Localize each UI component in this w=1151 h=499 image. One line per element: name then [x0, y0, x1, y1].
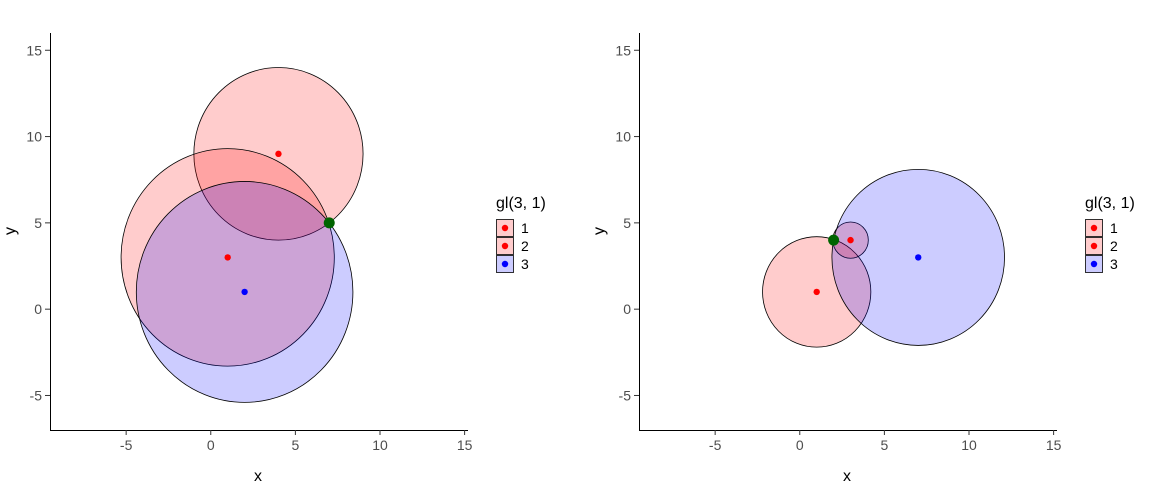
right-y-tick-label: -5	[619, 387, 632, 403]
right-legend-keys: 1 2 3	[1085, 219, 1118, 273]
right-panel: -5 0 5 10 15 -5 0 5 10 15 x y gl(3, 1) 1 2 3	[591, 33, 1135, 485]
left-legend-label-1: 1	[521, 220, 529, 236]
right-point-group-2	[847, 236, 854, 244]
right-legend-label-2: 2	[1110, 238, 1118, 254]
right-x-axis-title: x	[843, 468, 851, 485]
left-x-tick-label: 5	[291, 437, 299, 453]
left-x-tick-label: -5	[120, 437, 133, 453]
left-ticks-layer: -5 0 5 10 15 -5 0 5 10 15	[26, 42, 472, 453]
right-points-layer	[813, 234, 922, 296]
left-axes	[50, 33, 468, 431]
left-y-tick-label: -5	[30, 387, 43, 403]
left-legend-title: gl(3, 1)	[496, 195, 546, 212]
right-legend-label-3: 3	[1110, 256, 1118, 272]
right-legend-label-1: 1	[1110, 220, 1118, 236]
right-legend-title: gl(3, 1)	[1085, 195, 1135, 212]
right-x-tick-label: 15	[1046, 437, 1062, 453]
right-y-tick-label: 5	[623, 215, 631, 231]
right-legend-key-point-3	[1090, 260, 1098, 268]
left-y-tick-label: 0	[34, 301, 42, 317]
left-legend-label-3: 3	[521, 256, 529, 272]
left-point-group-1	[275, 150, 282, 158]
right-x-tick-label: 10	[961, 437, 977, 453]
right-y-tick-label: 10	[615, 129, 631, 145]
right-y-tick-label: 0	[623, 301, 631, 317]
left-legend-keys: 1 2 3	[496, 219, 529, 273]
right-y-tick-label: 15	[615, 42, 631, 58]
left-x-tick-label: 0	[207, 437, 215, 453]
right-x-tick-label: 0	[796, 437, 804, 453]
left-y-tick-label: 15	[26, 42, 42, 58]
left-point-group-3	[241, 288, 248, 296]
left-y-tick-label: 5	[34, 215, 42, 231]
right-point-group-3	[915, 254, 922, 261]
left-legend-label-2: 2	[521, 238, 529, 254]
left-y-axis-title: y	[2, 227, 19, 235]
left-y-tick-label: 10	[26, 129, 42, 145]
right-intersection-point	[828, 234, 840, 246]
right-y-axis-title: y	[591, 227, 608, 235]
right-legend-key-point-1	[1090, 224, 1098, 232]
left-legend-key-point-1	[501, 224, 509, 232]
left-x-tick-label: 10	[372, 437, 388, 453]
left-legend-key-point-3	[501, 260, 509, 268]
left-legend: gl(3, 1) 1 2 3	[496, 195, 546, 273]
left-x-tick-label: 15	[457, 437, 473, 453]
left-intersection-point	[323, 217, 335, 229]
right-legend: gl(3, 1) 1 2 3	[1085, 195, 1135, 273]
left-legend-key-point-2	[501, 242, 509, 250]
left-points-layer	[224, 150, 335, 296]
right-x-tick-label: 5	[880, 437, 888, 453]
right-legend-key-point-2	[1090, 242, 1098, 250]
left-panel: -5 0 5 10 15 -5 0 5 10 15 x y gl(3, 1) 1 2 3	[2, 33, 546, 485]
left-x-axis-title: x	[254, 468, 262, 485]
right-x-tick-label: -5	[709, 437, 722, 453]
left-point-group-2	[224, 254, 231, 261]
right-ticks-layer: -5 0 5 10 15 -5 0 5 10 15	[615, 42, 1061, 453]
right-axes	[639, 33, 1057, 431]
right-point-group-1	[813, 288, 820, 296]
